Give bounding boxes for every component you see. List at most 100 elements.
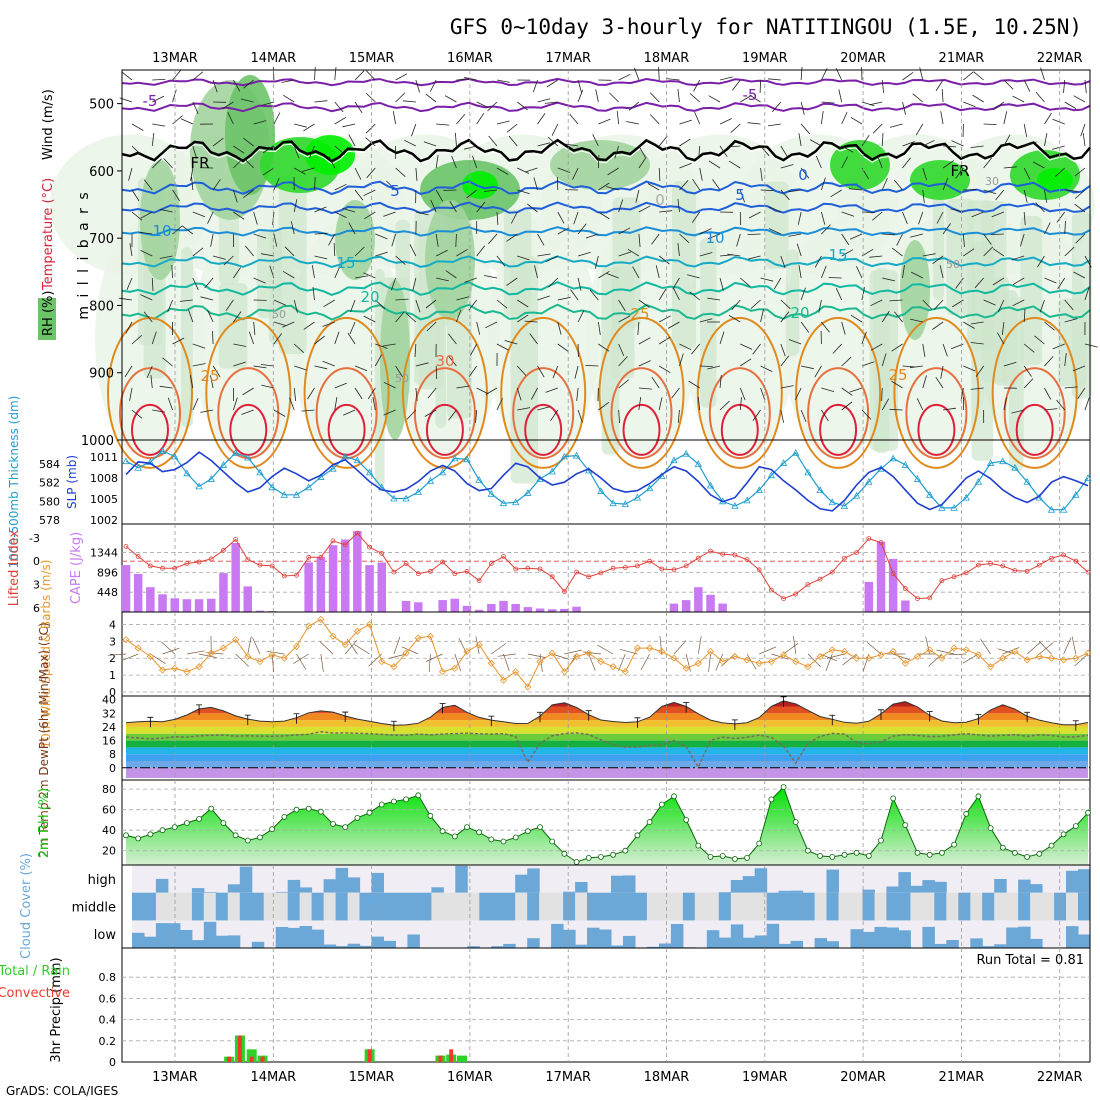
wind-barb-10m bbox=[1038, 640, 1052, 655]
cloud-cell bbox=[599, 929, 612, 948]
wind-barb bbox=[248, 331, 255, 345]
li-point bbox=[525, 565, 531, 571]
wind-barb-10m bbox=[1071, 636, 1077, 655]
wind-barb bbox=[577, 277, 582, 291]
wind-barb bbox=[227, 112, 234, 125]
wind-barb bbox=[869, 101, 883, 106]
wind-barb bbox=[942, 160, 955, 169]
temp-line bbox=[125, 700, 1089, 726]
wind-barb bbox=[1032, 161, 1045, 169]
wind-barb bbox=[1084, 397, 1090, 411]
wind-barb bbox=[517, 299, 529, 308]
wind-speed-point bbox=[536, 658, 544, 666]
wind-barb bbox=[435, 233, 439, 247]
wind-barb bbox=[293, 299, 298, 313]
cloud-cell bbox=[946, 892, 959, 921]
thickness-point bbox=[597, 487, 605, 494]
wind-barb bbox=[546, 79, 559, 88]
thickness-point bbox=[682, 449, 690, 457]
li-point bbox=[220, 547, 226, 553]
wind-barb bbox=[671, 387, 680, 399]
precip-ylabel-group: 3hr Precip (mm) bbox=[49, 957, 64, 1062]
wind-barb bbox=[1064, 101, 1077, 109]
wind-barb bbox=[455, 233, 457, 248]
wind-barb-10m bbox=[746, 653, 757, 670]
warm-isotherm bbox=[500, 316, 587, 469]
wind-barb bbox=[435, 365, 438, 380]
wind-barb bbox=[597, 321, 601, 335]
li-point bbox=[756, 567, 762, 573]
wind-barb bbox=[577, 223, 587, 235]
wind-barb bbox=[192, 277, 199, 290]
wind-barb bbox=[708, 95, 721, 103]
wind-barb bbox=[253, 277, 266, 284]
wind-barb bbox=[524, 320, 538, 323]
wind-barb bbox=[150, 375, 153, 389]
wind-speed-point bbox=[719, 658, 727, 666]
wind-barb bbox=[527, 203, 538, 213]
y-tick-label: 700 bbox=[89, 232, 114, 247]
wind-barb bbox=[618, 73, 631, 81]
thickness-point bbox=[901, 461, 910, 468]
temp-tick: 32 bbox=[102, 707, 116, 720]
isotherm-line bbox=[121, 77, 1091, 87]
rh-point bbox=[451, 833, 458, 840]
wind-barb bbox=[131, 123, 144, 131]
cape-bar bbox=[548, 609, 557, 612]
wind-barb bbox=[372, 397, 376, 411]
wind-barb bbox=[548, 277, 559, 288]
wind-barb bbox=[119, 297, 133, 301]
wind-barb bbox=[151, 133, 155, 147]
wind-barb bbox=[1024, 141, 1037, 147]
wind-barb bbox=[658, 336, 671, 345]
cloud-cell bbox=[934, 943, 947, 948]
wind-barb bbox=[647, 183, 660, 191]
wind-barb bbox=[569, 113, 579, 125]
wind-barb bbox=[139, 231, 153, 235]
wind-speed-point bbox=[658, 647, 666, 656]
isotherm-label: 5 bbox=[390, 182, 400, 200]
wind-barb bbox=[841, 321, 846, 335]
wind-barb bbox=[1074, 203, 1086, 213]
wind-barb bbox=[841, 211, 855, 217]
precip-total-bar bbox=[457, 1055, 467, 1062]
wind-barb bbox=[719, 375, 722, 389]
wind-barb bbox=[1044, 321, 1055, 331]
wind-barb bbox=[261, 384, 275, 389]
wind-barb bbox=[570, 289, 579, 301]
slp-tick: 1002 bbox=[90, 514, 118, 527]
wind-barb bbox=[243, 137, 254, 147]
li-point bbox=[342, 542, 348, 548]
wind-barb-10m bbox=[354, 644, 370, 655]
wind-barb bbox=[311, 265, 315, 279]
wind-barb bbox=[841, 233, 850, 246]
wind-barb bbox=[750, 299, 761, 309]
wind-barb bbox=[1003, 134, 1011, 147]
thickness-point bbox=[645, 484, 654, 492]
wind-barb bbox=[1044, 112, 1052, 125]
li-point bbox=[854, 550, 859, 555]
wind-barb bbox=[496, 255, 506, 267]
wind-barb bbox=[942, 223, 951, 235]
wind-barb bbox=[395, 73, 408, 81]
wind-barb bbox=[476, 201, 486, 213]
cloud-cell bbox=[1030, 938, 1043, 948]
wind-barb bbox=[693, 79, 701, 92]
cloud-cell bbox=[694, 892, 708, 921]
li-point bbox=[367, 544, 372, 550]
wind-barb bbox=[936, 211, 944, 224]
wind-barb bbox=[284, 246, 295, 257]
thickness-point bbox=[207, 475, 215, 482]
wind-barb bbox=[233, 211, 245, 220]
thickness-point bbox=[451, 454, 459, 462]
thickness-point bbox=[621, 500, 629, 508]
precip-tick: 0 bbox=[109, 1056, 116, 1069]
cloud-cell bbox=[706, 892, 720, 921]
cloud-ylabel: Cloud Cover (%) bbox=[19, 853, 34, 959]
cape-bar bbox=[170, 598, 179, 612]
wind-barb bbox=[618, 356, 628, 367]
wind-barb bbox=[233, 361, 246, 367]
wind-barb bbox=[534, 265, 538, 279]
wind-barb bbox=[314, 100, 328, 103]
